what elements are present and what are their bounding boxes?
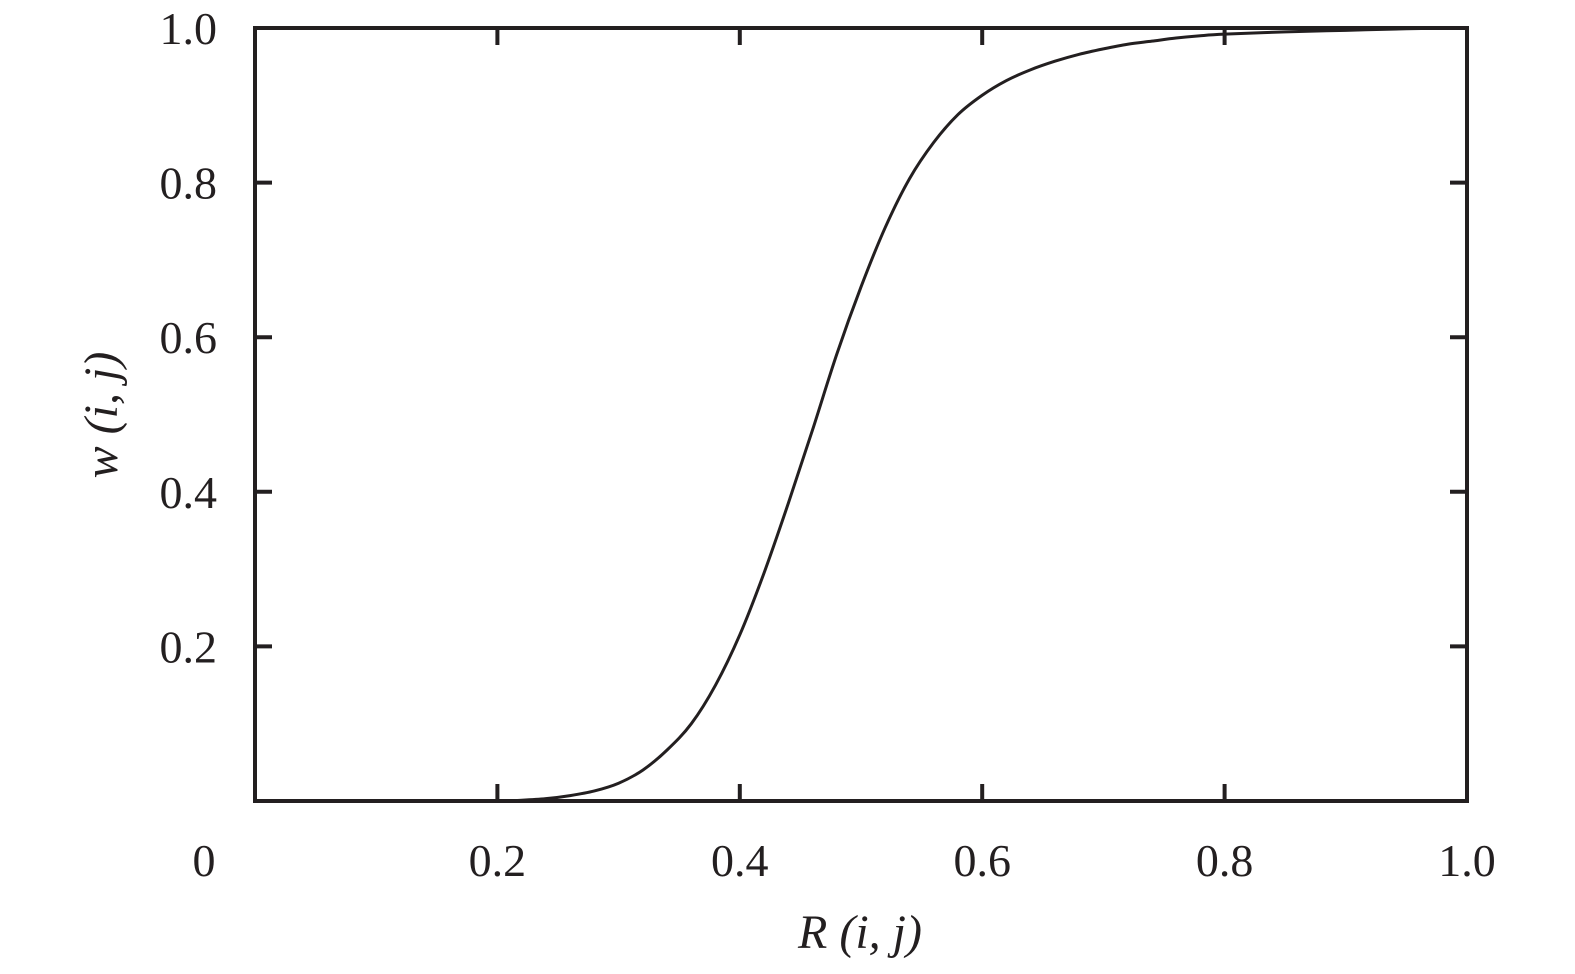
y-axis-label: w (i, j) xyxy=(75,352,128,479)
x-tick-label: 0.4 xyxy=(711,835,769,886)
axis-ticks xyxy=(255,28,1467,801)
y-tick-label: 0.6 xyxy=(160,312,218,363)
y-tick-label: 1.0 xyxy=(160,3,218,54)
x-tick-label: 0.2 xyxy=(469,835,527,886)
plot-frame xyxy=(253,26,1469,803)
x-tick-label: 1.0 xyxy=(1438,835,1496,886)
y-tick-label: 0.8 xyxy=(160,158,218,209)
x-tick-label: 0.8 xyxy=(1196,835,1254,886)
y-tick-label: 0.2 xyxy=(160,621,218,672)
series-layer xyxy=(253,26,1469,803)
x-tick-label: 0.6 xyxy=(953,835,1011,886)
x-axis-label: R (i, j) xyxy=(797,906,922,959)
y-tick-label: 0.4 xyxy=(160,467,218,518)
x-tick-label: 0 xyxy=(193,835,216,886)
tick-labels: 0 0.2 0.4 0.6 0.8 1.0 0.2 0.4 0.6 0.8 1.0 xyxy=(160,3,1496,886)
series-line xyxy=(253,26,1469,803)
